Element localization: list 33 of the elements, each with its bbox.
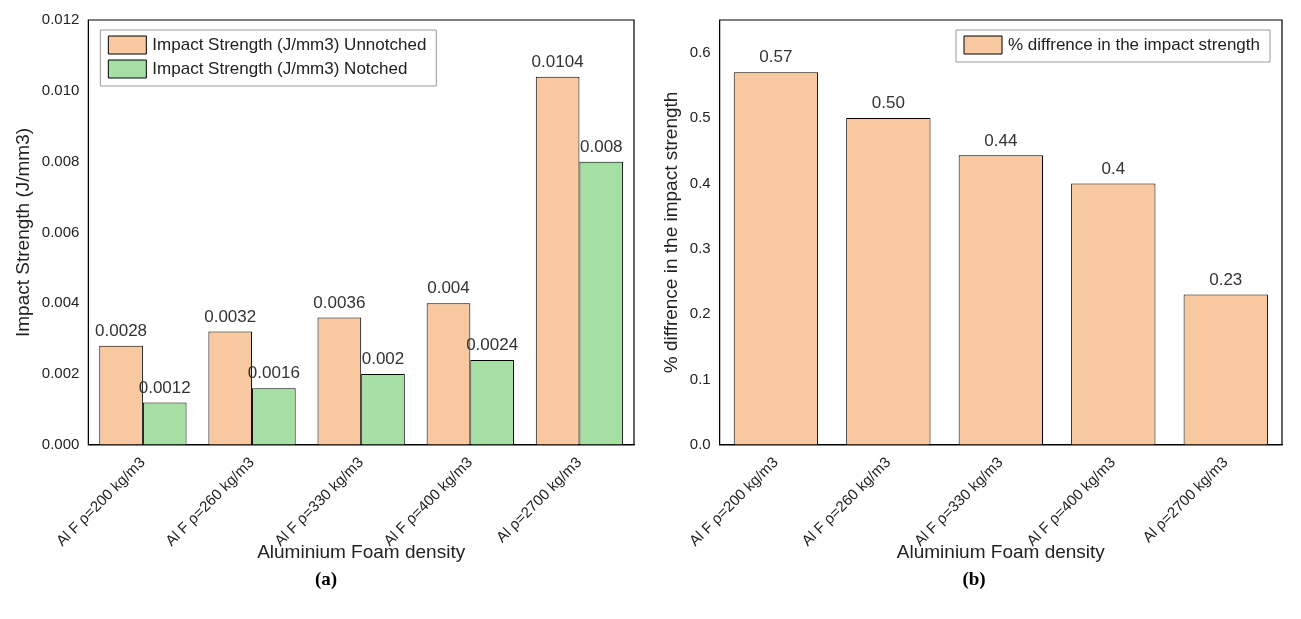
data-label: 0.4 (1101, 158, 1126, 178)
data-label: 0.0036 (313, 292, 366, 312)
data-label: 0.002 (361, 349, 405, 369)
y-axis-title: % diffrence in the impact strength (659, 91, 681, 374)
y-tick-label: 0.5 (689, 108, 711, 126)
text: (a) (314, 568, 338, 590)
legend-label: Impact Strength (J/mm3) Notched (152, 58, 408, 78)
data-label: 0.004 (427, 278, 470, 298)
text: (b) (962, 568, 986, 590)
y-tick-label: 0.4 (689, 173, 711, 191)
y-axis-title: Impact Strength (J/mm3) (11, 127, 33, 337)
y-tick-label: 0.1 (689, 369, 711, 387)
legend-label: % diffrence in the impact strength (1008, 34, 1261, 54)
y-tick-label: 0.0 (689, 435, 711, 453)
data-label: 0.44 (984, 130, 1018, 150)
data-label: 0.0032 (204, 306, 257, 326)
y-tick-label: 0.000 (41, 435, 80, 453)
y-tick-label: 0.008 (41, 151, 80, 169)
data-label: 0.0028 (95, 320, 148, 340)
data-label: 0.57 (759, 47, 793, 67)
y-tick-label: 0.3 (689, 238, 711, 256)
y-tick-label: 0.004 (41, 293, 80, 311)
y-tick-label: 0.012 (41, 10, 80, 28)
data-label: 0.0104 (531, 51, 584, 71)
y-tick-label: 0.006 (41, 222, 80, 240)
y-tick-label: 0.002 (41, 364, 80, 382)
data-label: 0.50 (871, 93, 905, 113)
y-tick-label: 0.6 (689, 42, 711, 60)
y-tick-label: 0.010 (41, 80, 80, 98)
y-tick-label: 0.2 (689, 304, 711, 322)
legend-label: Impact Strength (J/mm3) Unnotched (152, 34, 427, 54)
data-label: 0.23 (1209, 269, 1243, 289)
data-label: 0.008 (579, 136, 623, 156)
